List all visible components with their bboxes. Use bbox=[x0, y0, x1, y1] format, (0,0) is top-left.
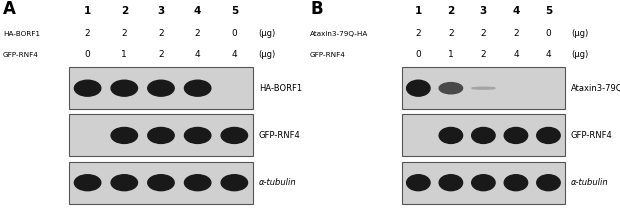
Text: 1: 1 bbox=[448, 50, 454, 59]
Ellipse shape bbox=[504, 127, 528, 143]
Text: 4: 4 bbox=[194, 6, 202, 16]
Text: 2: 2 bbox=[158, 50, 164, 59]
Text: 2: 2 bbox=[85, 29, 91, 38]
Text: B: B bbox=[310, 0, 322, 18]
Text: 2: 2 bbox=[448, 29, 454, 38]
Ellipse shape bbox=[148, 127, 174, 143]
Text: 0: 0 bbox=[231, 29, 237, 38]
Bar bbox=[69, 67, 253, 109]
Ellipse shape bbox=[184, 127, 211, 143]
Ellipse shape bbox=[472, 87, 495, 89]
Ellipse shape bbox=[111, 175, 138, 191]
Text: 4: 4 bbox=[546, 50, 551, 59]
Text: 2: 2 bbox=[122, 29, 127, 38]
Text: GFP-RNF4: GFP-RNF4 bbox=[259, 131, 301, 140]
Text: 1: 1 bbox=[415, 6, 422, 16]
Text: 2: 2 bbox=[480, 50, 486, 59]
Text: 2: 2 bbox=[415, 29, 421, 38]
Ellipse shape bbox=[221, 175, 247, 191]
Text: (μg): (μg) bbox=[571, 50, 588, 59]
Text: (μg): (μg) bbox=[571, 29, 588, 38]
Text: 2: 2 bbox=[195, 29, 200, 38]
Ellipse shape bbox=[184, 175, 211, 191]
Text: 1: 1 bbox=[84, 6, 91, 16]
Text: α-tubulin: α-tubulin bbox=[571, 178, 608, 187]
Text: 2: 2 bbox=[158, 29, 164, 38]
Ellipse shape bbox=[74, 175, 101, 191]
Ellipse shape bbox=[439, 127, 463, 143]
Text: Ataxin3-79Q-HA: Ataxin3-79Q-HA bbox=[310, 31, 368, 37]
Ellipse shape bbox=[537, 175, 560, 191]
Ellipse shape bbox=[148, 175, 174, 191]
Text: 4: 4 bbox=[231, 50, 237, 59]
Text: 5: 5 bbox=[545, 6, 552, 16]
Text: 0: 0 bbox=[85, 50, 91, 59]
Ellipse shape bbox=[221, 127, 247, 143]
Ellipse shape bbox=[439, 83, 463, 94]
Text: 5: 5 bbox=[231, 6, 238, 16]
Text: (μg): (μg) bbox=[259, 50, 276, 59]
Text: 0: 0 bbox=[415, 50, 421, 59]
Text: HA-BORF1: HA-BORF1 bbox=[3, 31, 40, 37]
Ellipse shape bbox=[148, 80, 174, 96]
Text: 3: 3 bbox=[157, 6, 164, 16]
Text: 2: 2 bbox=[121, 6, 128, 16]
Text: 1: 1 bbox=[122, 50, 127, 59]
Text: GFP-RNF4: GFP-RNF4 bbox=[3, 52, 39, 58]
Ellipse shape bbox=[472, 127, 495, 143]
Text: 4: 4 bbox=[512, 6, 520, 16]
Text: 2: 2 bbox=[447, 6, 454, 16]
Text: 3: 3 bbox=[480, 6, 487, 16]
Text: HA-BORF1: HA-BORF1 bbox=[259, 84, 302, 93]
Bar bbox=[402, 114, 565, 156]
Text: 0: 0 bbox=[546, 29, 551, 38]
Text: 2: 2 bbox=[480, 29, 486, 38]
Text: α-tubulin: α-tubulin bbox=[259, 178, 296, 187]
Text: 2: 2 bbox=[513, 29, 519, 38]
Ellipse shape bbox=[472, 175, 495, 191]
Text: 4: 4 bbox=[195, 50, 200, 59]
Text: 4: 4 bbox=[513, 50, 519, 59]
Bar bbox=[69, 162, 253, 204]
Bar bbox=[402, 67, 565, 109]
Text: Ataxin3-79Q-HA: Ataxin3-79Q-HA bbox=[571, 84, 620, 93]
Text: GFP-RNF4: GFP-RNF4 bbox=[310, 52, 346, 58]
Text: A: A bbox=[3, 0, 16, 18]
Bar bbox=[69, 114, 253, 156]
Ellipse shape bbox=[439, 175, 463, 191]
Ellipse shape bbox=[537, 127, 560, 143]
Ellipse shape bbox=[407, 80, 430, 96]
Ellipse shape bbox=[111, 80, 138, 96]
Bar bbox=[402, 162, 565, 204]
Text: (μg): (μg) bbox=[259, 29, 276, 38]
Ellipse shape bbox=[111, 127, 138, 143]
Ellipse shape bbox=[184, 80, 211, 96]
Ellipse shape bbox=[407, 175, 430, 191]
Ellipse shape bbox=[504, 175, 528, 191]
Text: GFP-RNF4: GFP-RNF4 bbox=[571, 131, 613, 140]
Ellipse shape bbox=[74, 80, 101, 96]
